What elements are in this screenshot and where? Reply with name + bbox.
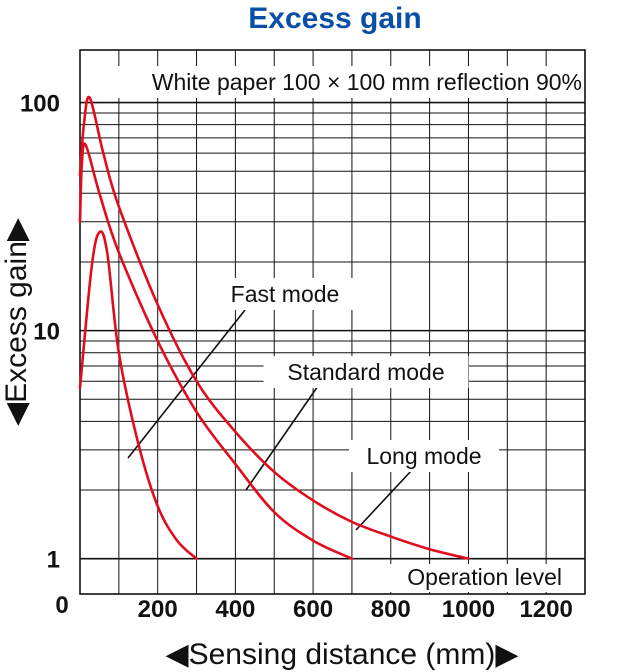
series-line	[78, 142, 354, 560]
chart-grid	[80, 50, 585, 594]
x-axis-ticks: 0 200 400 600 800 1000 1200	[55, 592, 573, 623]
series-label-background	[210, 278, 360, 310]
x-tick-label: 400	[215, 596, 255, 623]
operation-level-label: Operation level	[407, 564, 562, 590]
x-axis-label: ◀Sensing distance (mm)▶	[166, 638, 519, 671]
x-tick-label: 200	[138, 596, 178, 623]
x-tick-label: 1000	[442, 596, 495, 623]
series-label-background	[263, 356, 469, 388]
y-axis-ticks: 1 10 100	[20, 91, 60, 574]
measurement-condition-note: White paper 100 × 100 mm reflection 90%	[152, 69, 582, 95]
operation-level-label-background	[373, 564, 568, 592]
leader-line	[245, 385, 319, 491]
y-tick-label: 1	[47, 547, 60, 574]
x-tick-label: 1200	[519, 596, 572, 623]
series-line	[78, 95, 470, 560]
y-axis-label: ◀Excess gain▶	[0, 218, 33, 426]
series-label-background	[349, 440, 499, 472]
x-tick-label: 800	[371, 596, 411, 623]
series-label: Long mode	[366, 443, 481, 469]
label-leader-lines	[127, 309, 413, 531]
y-tick-label: 10	[33, 319, 60, 346]
annotation-background	[118, 66, 584, 98]
x-tick-label: 600	[293, 596, 333, 623]
data-series	[78, 95, 470, 560]
x-tick-label: 0	[55, 592, 68, 619]
plot-frame	[79, 49, 586, 595]
series-line	[78, 230, 198, 560]
leader-line	[127, 309, 246, 459]
y-tick-label: 100	[20, 91, 60, 118]
leader-line	[355, 469, 413, 531]
chart-title: Excess gain	[248, 2, 421, 35]
series-labels: Fast mode Standard mode Long mode	[210, 278, 499, 472]
series-label: Standard mode	[287, 359, 444, 385]
series-label: Fast mode	[231, 281, 340, 307]
